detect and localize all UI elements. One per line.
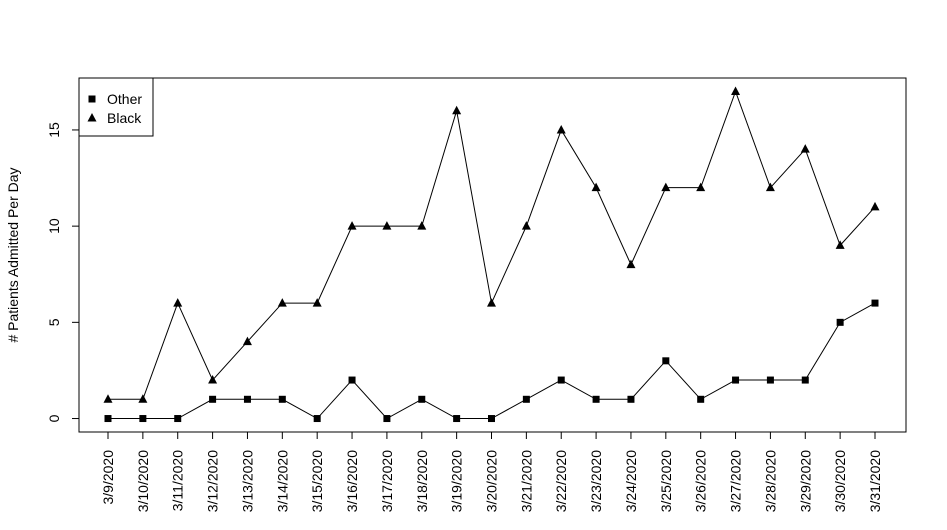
data-point-square	[383, 415, 391, 423]
data-point-triangle	[242, 336, 252, 346]
x-tick-label: 3/25/2020	[658, 450, 674, 512]
y-tick-label: 5	[46, 318, 62, 326]
data-point-triangle	[347, 221, 357, 230]
x-tick-label: 3/14/2020	[274, 450, 290, 512]
series-other	[104, 299, 879, 423]
data-point-square	[871, 299, 879, 307]
data-point-square	[139, 415, 147, 423]
data-point-square	[313, 415, 321, 423]
legend-label-other: Other	[107, 91, 142, 107]
data-point-triangle	[417, 221, 427, 230]
data-point-triangle	[173, 298, 183, 307]
y-tick-label: 10	[46, 218, 62, 234]
legend-box	[78, 77, 154, 137]
data-point-square	[243, 395, 251, 403]
plot-frame	[78, 77, 907, 433]
data-point-square	[209, 395, 217, 403]
x-tick-label: 3/20/2020	[484, 450, 500, 512]
x-tick-label: 3/21/2020	[518, 450, 534, 512]
data-point-triangle	[277, 298, 287, 307]
data-point-square	[418, 395, 426, 403]
x-tick-label: 3/19/2020	[449, 450, 465, 512]
data-point-square	[453, 415, 461, 423]
data-point-triangle	[312, 298, 322, 307]
series-layer	[103, 86, 880, 423]
x-tick-label: 3/13/2020	[239, 450, 255, 512]
y-tick-label: 15	[46, 122, 62, 138]
data-point-triangle	[870, 201, 880, 211]
x-tick-label: 3/31/2020	[867, 450, 883, 512]
x-tick-label: 3/9/2020	[100, 450, 116, 505]
series-line	[108, 89, 876, 400]
data-point-square	[592, 395, 600, 403]
data-point-square	[627, 395, 635, 403]
x-tick-label: 3/12/2020	[205, 450, 221, 512]
x-tick-label: 3/18/2020	[414, 450, 430, 512]
data-point-triangle	[835, 240, 845, 249]
x-axis: 3/9/2020 3/10/2020 3/11/2020 3/12/2020 3/13/…	[100, 431, 883, 512]
data-point-square	[732, 376, 740, 384]
data-point-triangle	[626, 259, 636, 269]
x-tick-label: 3/29/2020	[797, 450, 813, 512]
data-point-square	[557, 376, 565, 384]
x-tick-label: 3/28/2020	[762, 450, 778, 512]
data-point-square	[88, 95, 96, 103]
data-point-square	[488, 415, 495, 423]
data-point-square	[522, 395, 530, 403]
data-point-triangle	[765, 182, 775, 192]
data-point-triangle	[591, 182, 601, 192]
legend: Other Black	[78, 77, 154, 137]
data-point-square	[278, 395, 286, 403]
data-point-triangle	[87, 113, 97, 122]
y-tick-label: 0	[46, 414, 62, 422]
data-point-triangle	[138, 394, 148, 403]
data-point-triangle	[556, 124, 566, 134]
x-tick-label: 3/10/2020	[135, 450, 151, 512]
data-point-square	[348, 376, 356, 384]
x-tick-label: 3/22/2020	[553, 450, 569, 512]
data-point-triangle	[382, 221, 392, 230]
legend-label-black: Black	[107, 110, 142, 126]
data-point-triangle	[731, 86, 741, 95]
x-tick-label: 3/26/2020	[693, 450, 709, 512]
data-point-square	[104, 415, 112, 423]
data-point-triangle	[696, 182, 706, 192]
data-point-triangle	[452, 105, 462, 115]
x-tick-label: 3/16/2020	[344, 450, 360, 512]
data-point-square	[697, 395, 705, 403]
data-point-triangle	[103, 394, 113, 403]
y-axis: 0 5 10 15	[46, 122, 80, 422]
x-tick-label: 3/11/2020	[170, 450, 186, 511]
x-tick-label: 3/23/2020	[588, 450, 604, 512]
data-point-square	[836, 318, 844, 326]
series-line	[108, 302, 876, 420]
x-tick-label: 3/15/2020	[309, 450, 325, 512]
data-point-triangle	[521, 221, 531, 230]
y-axis-label: # Patients Admitted Per Day	[5, 167, 21, 342]
data-point-triangle	[661, 182, 671, 192]
data-point-square	[801, 376, 809, 384]
data-point-square	[662, 357, 670, 365]
series-black	[103, 86, 880, 403]
data-point-triangle	[208, 375, 218, 384]
data-point-triangle	[800, 144, 810, 153]
data-point-square	[766, 376, 774, 384]
x-tick-label: 3/30/2020	[832, 450, 848, 512]
x-tick-label: 3/17/2020	[379, 450, 395, 512]
data-point-square	[174, 415, 182, 423]
x-tick-label: 3/27/2020	[728, 450, 744, 512]
data-point-triangle	[487, 298, 496, 307]
x-tick-label: 3/24/2020	[623, 450, 639, 512]
